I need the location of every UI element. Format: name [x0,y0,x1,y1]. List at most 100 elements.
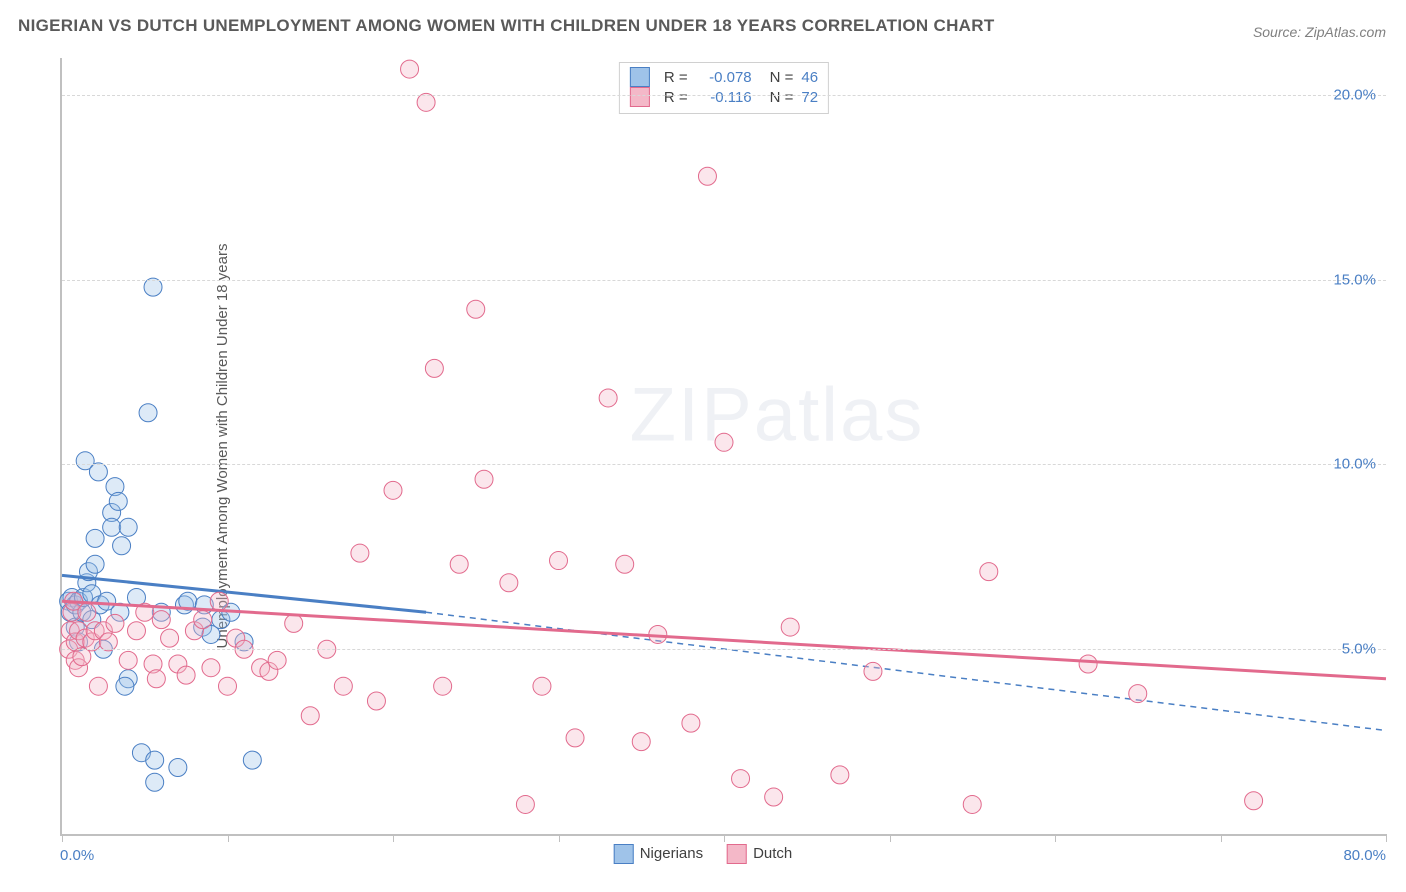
x-tick [559,834,560,842]
data-point [103,518,121,536]
y-tick-label: 10.0% [1333,456,1376,473]
x-tick [228,834,229,842]
stats-n-label: N = [770,69,794,86]
data-point [963,795,981,813]
x-axis-origin-label: 0.0% [60,847,94,864]
data-point [139,404,157,422]
data-point [161,629,179,647]
legend-label: Nigerians [640,845,703,862]
data-point [401,60,419,78]
data-point [268,651,286,669]
data-point [682,714,700,732]
data-point [202,659,220,677]
data-point [632,733,650,751]
data-point [301,707,319,725]
data-point [152,611,170,629]
legend-swatch [727,844,747,864]
data-point [119,518,137,536]
x-tick [890,834,891,842]
y-tick-label: 15.0% [1333,271,1376,288]
data-point [243,751,261,769]
stats-legend-box: R = -0.078 N = 46 R = -0.116 N = 72 [619,62,829,114]
x-tick [724,834,725,842]
data-point [210,592,228,610]
data-point [147,670,165,688]
series-legend: Nigerians Dutch [614,844,793,864]
data-point [715,433,733,451]
y-tick-label: 20.0% [1333,86,1376,103]
data-point [450,555,468,573]
data-point [351,544,369,562]
data-point [732,770,750,788]
data-point [119,651,137,669]
data-point [384,481,402,499]
data-point [113,537,131,555]
data-point [475,470,493,488]
data-point [425,359,443,377]
stats-row: R = -0.116 N = 72 [630,87,818,107]
y-tick-label: 5.0% [1342,641,1376,658]
data-point [127,622,145,640]
data-point [831,766,849,784]
data-point [781,618,799,636]
data-point [219,677,237,695]
stats-n-label: N = [770,89,794,106]
stats-r-value: -0.116 [696,89,752,106]
legend-item: Nigerians [614,844,703,864]
legend-swatch [614,844,634,864]
x-axis-max-label: 80.0% [1343,847,1386,864]
stats-row: R = -0.078 N = 46 [630,67,818,87]
data-point [334,677,352,695]
data-point [177,666,195,684]
data-point [533,677,551,695]
data-point [78,603,96,621]
stats-r-value: -0.078 [696,69,752,86]
data-point [144,278,162,296]
gridline [62,95,1386,96]
data-point [109,492,127,510]
legend-item: Dutch [727,844,792,864]
gridline [62,649,1386,650]
data-point [1079,655,1097,673]
x-tick [1386,834,1387,842]
data-point [86,529,104,547]
data-point [467,300,485,318]
data-point [1245,792,1263,810]
data-point [106,614,124,632]
data-point [765,788,783,806]
data-point [566,729,584,747]
data-point [1129,685,1147,703]
stats-n-value: 72 [801,89,818,106]
source-label: Source: ZipAtlas.com [1253,24,1386,40]
data-point [116,677,134,695]
data-point [367,692,385,710]
data-point [616,555,634,573]
data-point [434,677,452,695]
x-tick [393,834,394,842]
legend-label: Dutch [753,845,792,862]
data-point [89,677,107,695]
stats-swatch [630,67,650,87]
data-point [86,555,104,573]
data-point [99,633,117,651]
stats-n-value: 46 [801,69,818,86]
x-tick [1055,834,1056,842]
data-point [500,574,518,592]
stats-r-label: R = [664,69,688,86]
x-tick [62,834,63,842]
x-tick [1221,834,1222,842]
data-point [285,614,303,632]
gridline [62,464,1386,465]
data-point [417,93,435,111]
data-point [698,167,716,185]
data-point [599,389,617,407]
data-point [194,611,212,629]
data-point [146,751,164,769]
chart-plot-area: ZIPatlas R =-0.078N =46R =-0.116N =72 5.… [60,58,1386,836]
data-point [980,563,998,581]
stats-r-label: R = [664,89,688,106]
data-point [146,773,164,791]
gridline [62,280,1386,281]
data-point [864,662,882,680]
data-point [516,795,534,813]
